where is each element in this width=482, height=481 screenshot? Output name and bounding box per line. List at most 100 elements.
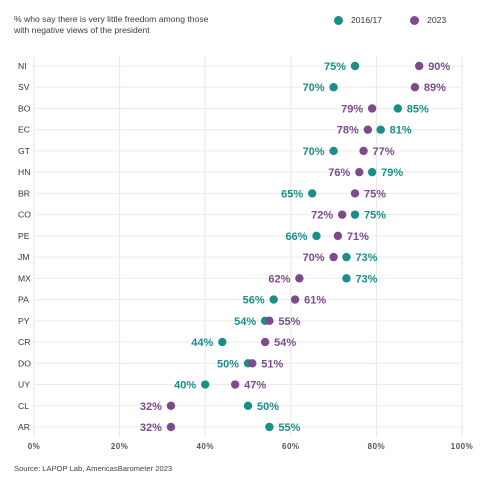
data-label-2016-17: 81% <box>390 125 412 137</box>
data-point-2016-17 <box>367 167 377 177</box>
data-point-2023 <box>166 401 176 410</box>
data-label-2023: 78% <box>337 125 359 137</box>
data-label-2016-17: 79% <box>381 167 403 179</box>
category-label: JM <box>18 252 29 262</box>
data-label-2016-17: 73% <box>355 252 377 264</box>
data-point-2023 <box>260 337 270 347</box>
data-label-2023: 71% <box>347 231 369 243</box>
data-label-2023: 90% <box>428 61 450 73</box>
data-label-2023: 79% <box>341 103 363 115</box>
data-label-2016-17: 54% <box>234 316 256 328</box>
category-label: EC <box>18 125 30 135</box>
category-label: SV <box>18 82 30 92</box>
data-label-2023: 89% <box>424 82 446 94</box>
data-point-2023 <box>230 380 240 389</box>
data-point-2016-17 <box>243 401 253 410</box>
data-label-2016-17: 50% <box>257 401 279 413</box>
data-label-2016-17: 44% <box>191 337 213 349</box>
data-label-2023: 55% <box>278 316 300 328</box>
category-label: CO <box>18 210 31 220</box>
x-tick-label: 80% <box>368 442 386 451</box>
data-point-2016-17 <box>342 274 351 283</box>
data-label-2023: 62% <box>268 273 290 285</box>
category-label: HN <box>18 167 30 177</box>
category-label: PE <box>18 231 30 241</box>
category-label: PY <box>18 316 30 326</box>
data-point-2016-17 <box>350 61 360 71</box>
data-point-2023 <box>295 274 304 283</box>
source-note: Source: LAPOP Lab, AmericasBarometer 202… <box>14 464 173 473</box>
category-label: MX <box>18 273 31 283</box>
data-point-2016-17 <box>201 380 210 389</box>
category-label: AR <box>18 422 30 432</box>
data-label-2016-17: 70% <box>303 146 325 158</box>
data-point-2023 <box>367 104 377 113</box>
data-point-2023 <box>355 167 364 177</box>
data-point-2023 <box>350 189 360 198</box>
x-tick-label: 40% <box>196 442 214 451</box>
legend-item-2023: 2023 <box>410 15 446 25</box>
data-label-2023: 32% <box>140 401 162 413</box>
data-point-2023 <box>410 83 420 92</box>
data-label-2023: 47% <box>244 380 266 392</box>
data-point-2016-17 <box>393 104 402 113</box>
category-label: NI <box>18 61 27 71</box>
category-label: CR <box>18 337 30 347</box>
data-point-2016-17 <box>329 146 338 156</box>
data-label-2023: 70% <box>303 252 325 264</box>
data-label-2023: 72% <box>311 210 333 222</box>
category-label: DO <box>18 358 31 368</box>
data-label-2023: 51% <box>261 358 283 370</box>
data-point-2016-17 <box>329 83 338 92</box>
data-point-2023 <box>415 61 424 71</box>
data-label-2016-17: 70% <box>303 82 325 94</box>
data-point-2016-17 <box>376 125 385 134</box>
chart-subtitle: % who say there is very little freedom a… <box>14 14 209 35</box>
data-label-2016-17: 50% <box>217 358 239 370</box>
data-label-2023: 76% <box>328 167 350 179</box>
data-point-2023 <box>333 231 343 241</box>
data-label-2016-17: 75% <box>364 210 386 222</box>
data-point-2016-17 <box>350 210 360 219</box>
category-label: GT <box>18 146 31 156</box>
legend: 2016/17 2023 <box>334 15 446 25</box>
data-label-2016-17: 40% <box>174 380 196 392</box>
data-point-2016-17 <box>269 295 278 304</box>
data-label-2023: 77% <box>373 146 395 158</box>
data-label-2023: 75% <box>364 188 386 200</box>
data-label-2016-17: 73% <box>355 273 377 285</box>
data-point-2023 <box>290 295 300 304</box>
data-label-2016-17: 85% <box>407 103 429 115</box>
category-label: BO <box>18 103 31 113</box>
data-point-2016-17 <box>218 337 227 347</box>
x-tick-label: 60% <box>282 442 300 451</box>
data-label-2016-17: 65% <box>281 188 303 200</box>
data-label-2016-17: 66% <box>285 231 307 243</box>
data-label-2016-17: 55% <box>278 422 300 434</box>
data-point-2016-17 <box>308 189 317 198</box>
x-tick-label: 0% <box>28 442 41 451</box>
legend-marker-2016-17 <box>334 15 343 25</box>
data-label-2023: 54% <box>274 337 296 349</box>
category-label: BR <box>18 188 30 198</box>
legend-marker-2023 <box>410 15 420 25</box>
data-point-2023 <box>166 422 176 432</box>
data-point-2023 <box>329 252 338 262</box>
x-tick-label: 20% <box>111 442 129 451</box>
x-tick-label: 100% <box>451 442 473 451</box>
category-label: CL <box>18 401 29 411</box>
legend-label-2023: 2023 <box>427 15 447 25</box>
data-point-2023 <box>248 359 257 368</box>
data-label-2016-17: 56% <box>243 295 265 307</box>
data-point-2023 <box>363 125 373 134</box>
category-label: PA <box>18 295 29 305</box>
data-label-2023: 61% <box>304 295 326 307</box>
category-label: UY <box>18 380 30 390</box>
data-label-2023: 32% <box>140 422 162 434</box>
data-label-2016-17: 75% <box>324 61 346 73</box>
data-point-2016-17 <box>265 422 274 432</box>
data-point-2023 <box>337 210 347 219</box>
legend-item-2016-17: 2016/17 <box>334 15 382 25</box>
data-point-2023 <box>265 316 274 326</box>
